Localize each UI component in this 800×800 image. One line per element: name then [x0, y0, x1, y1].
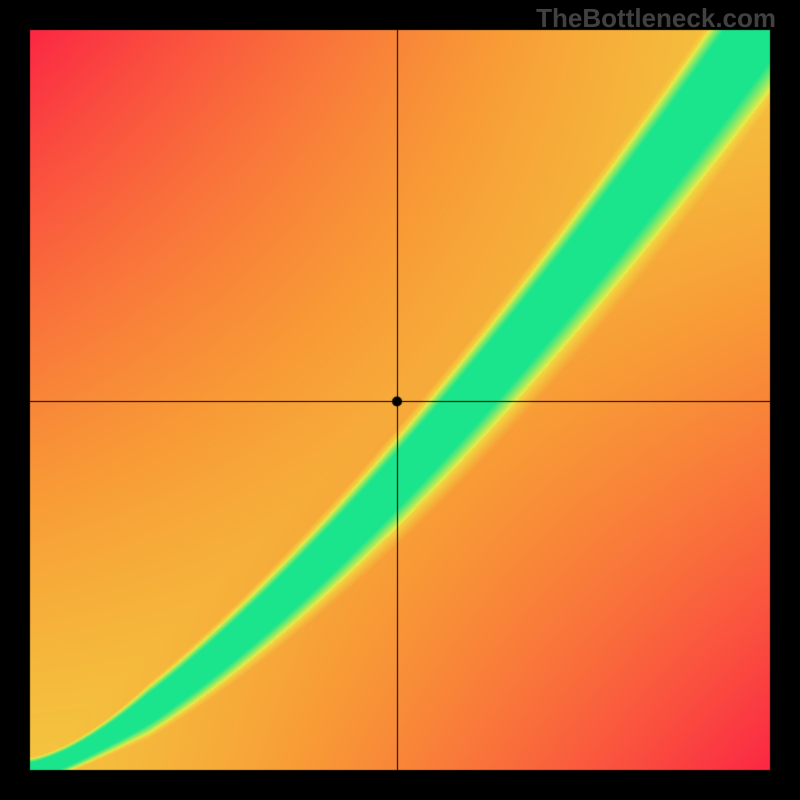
chart-container: TheBottleneck.com — [0, 0, 800, 800]
bottleneck-heatmap — [0, 0, 800, 800]
watermark-text: TheBottleneck.com — [536, 3, 776, 34]
